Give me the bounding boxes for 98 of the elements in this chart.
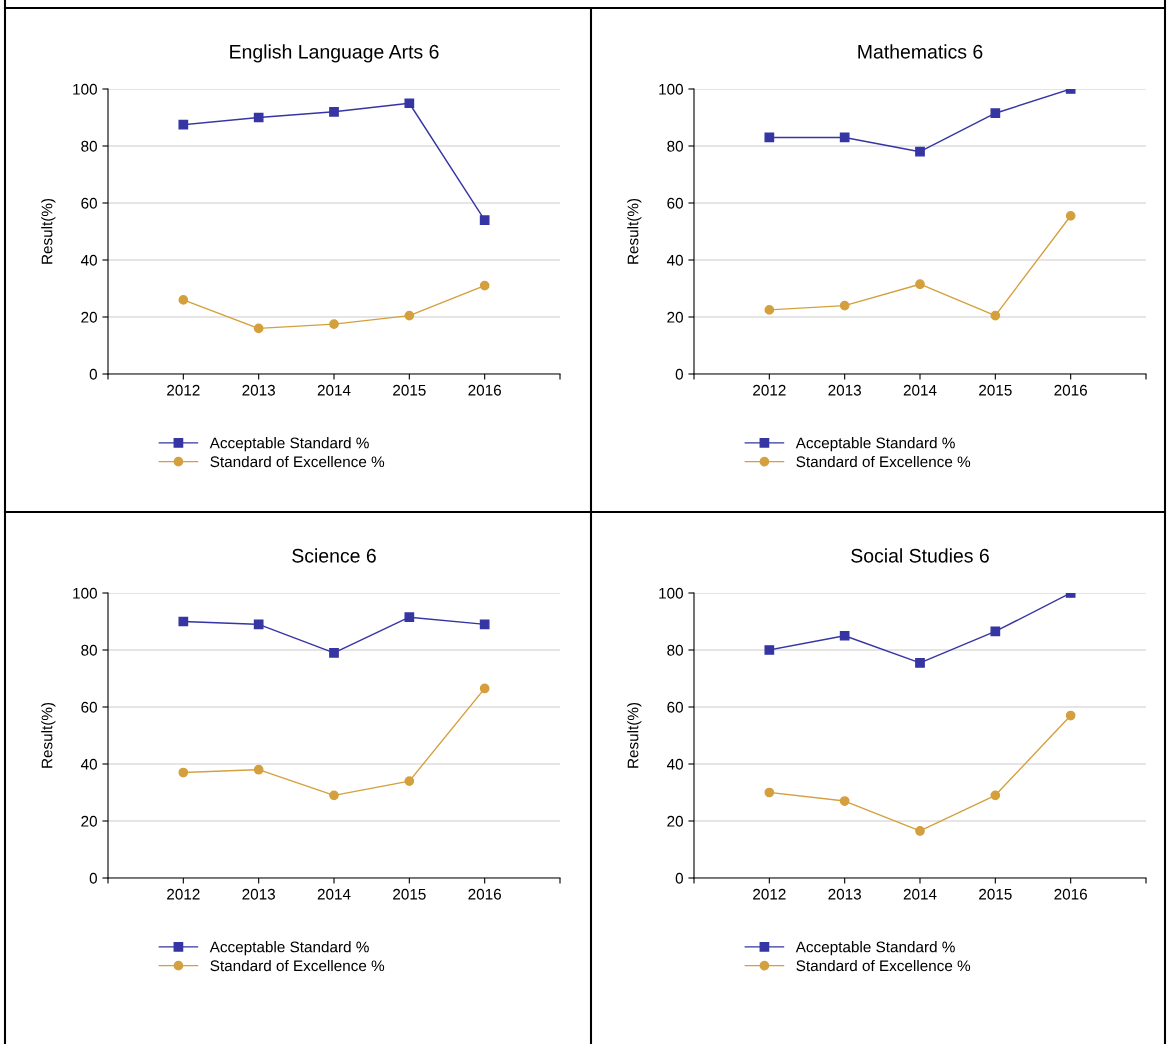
y-tick-label: 40 (80, 254, 97, 266)
legend-label: Acceptable Standard % (209, 941, 369, 956)
chart-title: Mathematics 6 (858, 44, 983, 59)
y-tick-label: 100 (659, 587, 683, 599)
x-tick-label: 2013 (242, 384, 275, 396)
x-tick-label: 2012 (167, 888, 200, 900)
y-axis-title: Result(%) (627, 198, 642, 264)
point (915, 279, 925, 290)
y-tick-label: 100 (73, 587, 97, 599)
y-axis-title: Result(%) (627, 702, 642, 768)
point (915, 826, 925, 836)
x-tick-label: 2013 (828, 384, 861, 396)
y-tick-label: 0 (89, 872, 97, 884)
y-tick-label: 60 (667, 197, 683, 209)
y-tick-label: 80 (667, 140, 683, 152)
point (253, 323, 264, 334)
legend-label: Standard of Excellence % (796, 455, 971, 468)
y-tick-label: 20 (667, 815, 683, 827)
y-tick-label: 20 (81, 815, 97, 827)
point (915, 146, 925, 157)
legend-label: Acceptable Standard % (795, 941, 955, 956)
point (479, 215, 490, 225)
point (329, 790, 339, 801)
y-tick-label: 60 (81, 701, 97, 713)
point (479, 280, 490, 291)
point (990, 626, 1001, 637)
point (253, 764, 264, 775)
y-tick-label: 80 (81, 644, 97, 656)
chart-title: Science 6 (292, 548, 376, 563)
point (178, 119, 189, 130)
legend-label: Acceptable Standard % (795, 437, 955, 452)
legend-label: Standard of Excellence % (796, 959, 971, 972)
x-tick-label: 2014 (317, 384, 351, 396)
y-tick-label: 100 (659, 83, 683, 95)
point (764, 305, 775, 315)
y-tick-label: 60 (81, 197, 97, 209)
point (990, 310, 1001, 321)
x-tick-label: 2013 (828, 888, 861, 900)
x-tick-label: 2016 (1054, 384, 1087, 396)
point (479, 683, 490, 694)
y-tick-label: 80 (667, 644, 683, 656)
point (479, 619, 490, 630)
y-tick-label: 40 (666, 254, 683, 266)
point (404, 310, 415, 321)
point (990, 790, 1001, 801)
y-tick-label: 20 (667, 311, 683, 323)
y-axis-title: Result(%) (41, 198, 56, 264)
x-tick-label: 2016 (1054, 888, 1087, 900)
point (329, 106, 339, 117)
x-tick-label: 2012 (167, 384, 200, 396)
point (764, 787, 775, 798)
x-tick-label: 2012 (753, 384, 786, 396)
point (404, 776, 415, 786)
point (764, 132, 775, 143)
y-tick-label: 100 (73, 83, 97, 95)
point (839, 796, 850, 806)
point (404, 98, 415, 109)
y-tick-label: 60 (667, 701, 683, 713)
chart-title: English Language Arts 6 (230, 44, 439, 63)
legend-label: Standard of Excellence % (210, 455, 385, 468)
x-tick-label: 2014 (317, 888, 351, 900)
x-tick-label: 2016 (468, 384, 501, 396)
point (178, 295, 189, 305)
x-tick-label: 2015 (979, 384, 1012, 396)
y-tick-label: 0 (675, 872, 683, 884)
point (404, 612, 415, 623)
y-tick-label: 80 (81, 140, 97, 152)
x-tick-label: 2014 (903, 888, 937, 900)
legend-label: Standard of Excellence % (210, 959, 385, 972)
y-tick-label: 20 (81, 311, 97, 323)
point (329, 647, 339, 658)
point (915, 657, 925, 668)
point (839, 300, 850, 311)
x-tick-label: 2015 (393, 384, 426, 396)
x-tick-label: 2015 (979, 888, 1012, 900)
x-tick-label: 2012 (753, 888, 786, 900)
point (253, 619, 264, 630)
y-tick-label: 40 (80, 758, 97, 770)
legend-label: Acceptable Standard % (209, 437, 369, 452)
y-tick-label: 0 (89, 368, 97, 380)
point (178, 767, 189, 778)
point (253, 112, 264, 123)
point (990, 108, 1001, 119)
x-tick-label: 2013 (242, 888, 275, 900)
x-tick-label: 2016 (468, 888, 501, 900)
point (839, 630, 850, 641)
x-tick-label: 2015 (393, 888, 426, 900)
y-tick-label: 0 (675, 368, 683, 380)
point (1065, 710, 1076, 721)
point (178, 616, 189, 627)
point (764, 645, 775, 655)
chart-title: Social Studies 6 (851, 548, 989, 563)
point (839, 132, 850, 143)
y-tick-label: 40 (666, 758, 683, 770)
y-axis-title: Result(%) (41, 702, 56, 768)
point (1065, 210, 1076, 221)
x-tick-label: 2014 (903, 384, 937, 396)
point (329, 319, 339, 329)
